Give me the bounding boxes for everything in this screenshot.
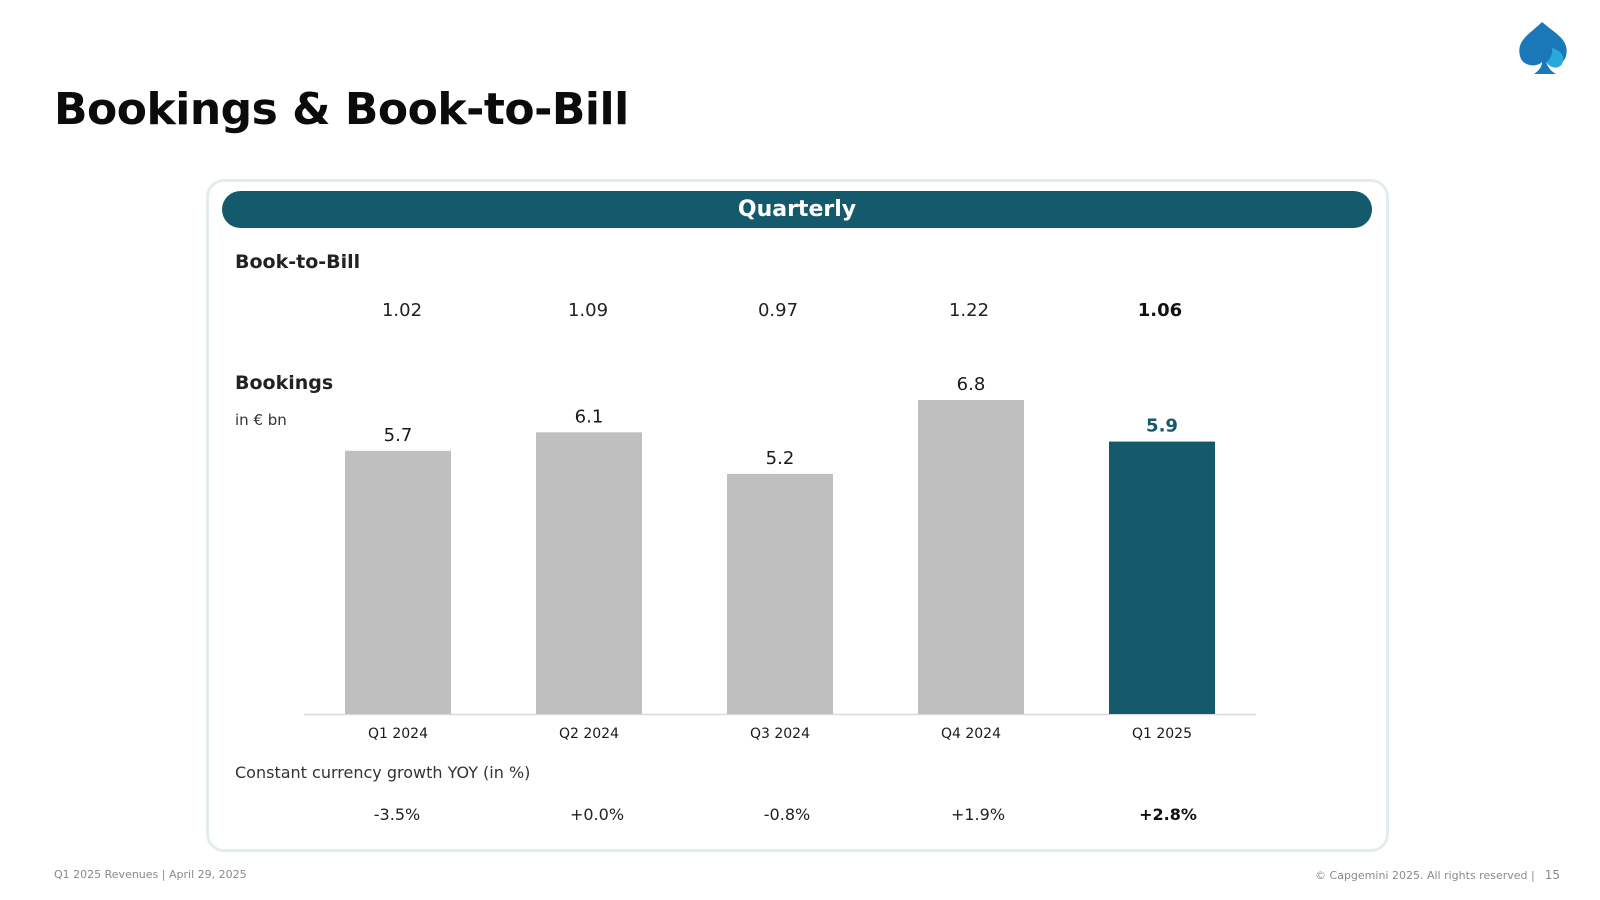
data-label-q4-2024: 6.8 <box>957 374 986 395</box>
data-label-q3-2024: 5.2 <box>766 448 795 469</box>
btb-value-q1-2024: 1.02 <box>381 300 423 321</box>
growth-value-q3-2024: -0.8% <box>763 805 811 824</box>
btb-value-q3-2024: 0.97 <box>757 300 799 321</box>
data-label-q2-2024: 6.1 <box>575 406 604 427</box>
growth-value-q2-2024: +0.0% <box>569 805 625 824</box>
growth-value-q4-2024: +1.9% <box>950 805 1006 824</box>
bar-q1-2024 <box>345 450 451 714</box>
growth-label: Constant currency growth YOY (in %) <box>235 763 531 782</box>
footer-date: Q1 2025 Revenues | April 29, 2025 <box>54 868 247 881</box>
tick-label-q1-2024: Q1 2024 <box>368 726 428 742</box>
tick-label-q4-2024: Q4 2024 <box>941 726 1001 742</box>
footer-copyright: © Capgemini 2025. All rights reserved | 1… <box>1315 868 1560 882</box>
capgemini-logo-icon <box>1519 22 1567 74</box>
bar-q3-2024 <box>727 473 833 714</box>
bar-q4-2024 <box>918 400 1024 714</box>
data-label-q1-2025: 5.9 <box>1146 416 1178 437</box>
quarterly-panel <box>206 179 1389 852</box>
quarterly-banner: Quarterly <box>222 191 1372 228</box>
btb-value-q2-2024: 1.09 <box>567 300 609 321</box>
bookings-label: Bookings <box>235 372 334 394</box>
bar-q2-2024 <box>536 432 642 714</box>
growth-value-q1-2024: -3.5% <box>373 805 421 824</box>
page-title: Bookings & Book-to-Bill <box>54 84 629 135</box>
page-number: 15 <box>1544 868 1560 882</box>
data-label-q1-2024: 5.7 <box>384 425 413 446</box>
bookings-unit: in € bn <box>235 411 287 429</box>
growth-value-q1-2025: +2.8% <box>1139 805 1197 824</box>
copyright-text: © Capgemini 2025. All rights reserved | <box>1315 869 1535 882</box>
btb-value-q1-2025: 1.06 <box>1137 300 1183 321</box>
book-to-bill-label: Book-to-Bill <box>235 251 361 273</box>
tick-label-q3-2024: Q3 2024 <box>750 726 810 742</box>
tick-label-q2-2024: Q2 2024 <box>559 726 619 742</box>
tick-label-q1-2025: Q1 2025 <box>1132 726 1192 742</box>
bar-q1-2025 <box>1109 441 1215 714</box>
btb-value-q4-2024: 1.22 <box>948 300 990 321</box>
